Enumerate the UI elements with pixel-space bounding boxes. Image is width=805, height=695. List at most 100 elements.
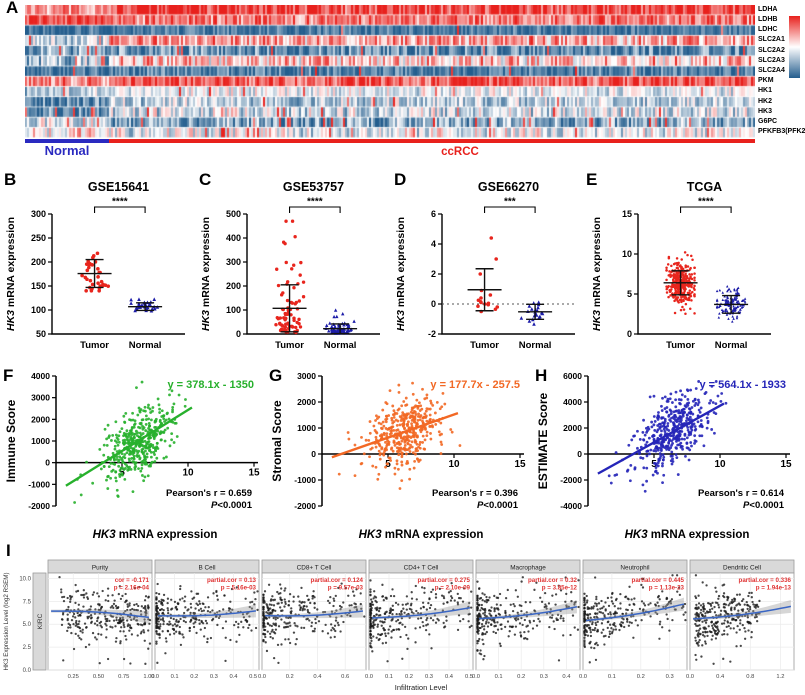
x-tick-label: 0.0 <box>472 674 480 680</box>
x-tick-label: 0.4 <box>313 674 322 680</box>
x-tick-label: 0.1 <box>495 674 503 680</box>
confidence-ribbon <box>479 600 577 621</box>
facet-cd4-t-cell: CD4+ T Cell 0.0 0.1 0.2 0.3 0.4 0.5 partial.cor… <box>365 559 474 680</box>
correlation-label: partial.cor = 0.13 <box>207 577 257 584</box>
panel-letter-g: G <box>269 366 283 385</box>
y-axis-label: HK3 mRNA expression <box>591 217 603 331</box>
facet-panel <box>368 572 474 671</box>
gene-label: G6PC <box>758 118 778 126</box>
error-bar <box>714 294 749 314</box>
group-label-normal: Normal <box>44 143 90 158</box>
points-group <box>607 380 728 493</box>
facet-title: Dendritic Cell <box>723 565 761 572</box>
correlation-label: partial.cor = 0.32 <box>528 577 578 584</box>
x-tick-label: 0.50 <box>93 674 104 680</box>
y-tick-label: 10.0 <box>19 576 31 582</box>
y-tick-label: 0 <box>236 329 241 339</box>
points-group <box>369 579 473 663</box>
y-tick-label: 5.0 <box>23 622 32 628</box>
correlation-label: partial.cor = 0.275 <box>418 577 471 584</box>
p-value-label: P<0.0001 <box>211 500 253 511</box>
x-tick-label: 0.3 <box>210 674 218 680</box>
x-tick-label: 0.2 <box>405 674 413 680</box>
plot-title: TCGA <box>687 180 722 194</box>
axes <box>637 214 771 335</box>
facet-title: CD4+ T Cell <box>404 565 439 572</box>
correlation-label: cor = -0.171 <box>115 577 150 584</box>
plot-title: GSE53757 <box>283 180 344 194</box>
correlation-label: partial.cor = 0.124 <box>311 577 364 584</box>
gridlines <box>369 573 473 671</box>
y-tick-label: 300 <box>226 257 241 267</box>
y-tick-label: 2000 <box>297 397 316 407</box>
row-strip <box>32 572 47 671</box>
y-tick-label: 50 <box>36 329 46 339</box>
p-value-label: p = 3.85e-12 <box>542 585 578 592</box>
panel-letter-b: B <box>4 170 17 189</box>
correlation-label: partial.cor = 0.336 <box>739 577 792 584</box>
confidence-ribbon <box>265 604 363 619</box>
x-category-label: Tumor <box>470 340 499 351</box>
y-tick-label: 2000 <box>31 414 50 424</box>
error-bar <box>128 302 163 312</box>
x-tick-label: 0.1 <box>608 674 616 680</box>
y-tick-label: 100 <box>226 305 241 315</box>
panel-letter-i: I <box>6 541 11 560</box>
trend-line <box>265 610 363 617</box>
x-tick-label: 0.3 <box>666 674 674 680</box>
facet-panel <box>261 572 367 671</box>
panel-letter-f: F <box>3 366 14 385</box>
x-tick-label: 0.2 <box>190 674 198 680</box>
scatter-immune-score: -2000-10000100020003000400051015Immune S… <box>4 371 260 541</box>
x-axis-label: HK3 mRNA expression <box>359 529 484 541</box>
y-tick-label: 0.0 <box>23 668 32 674</box>
y-tick-label: 5 <box>627 289 632 299</box>
trend-line <box>586 603 685 622</box>
x-tick-label: 0.0 <box>686 674 694 680</box>
dotplot-gse53757: GSE53757 HK3 mRNA expression 0 100 200 300 400… <box>200 180 380 351</box>
x-axis-label: Infiltration Level <box>395 683 448 692</box>
y-tick-label: 500 <box>226 209 241 219</box>
significance-stars: **** <box>112 197 128 208</box>
facet-panel <box>689 572 795 671</box>
p-value-label: P<0.0001 <box>477 500 519 511</box>
axes <box>246 214 380 335</box>
points-group <box>262 582 366 665</box>
regression-line <box>597 402 725 475</box>
row-strip-label: KIRC <box>37 613 44 629</box>
x-tick-label: 0.4 <box>229 674 238 680</box>
points-group <box>58 576 152 665</box>
y-tick-label: 10 <box>622 249 632 259</box>
x-tick-label: 0.0 <box>365 674 373 680</box>
x-tick-label: 10 <box>714 459 726 470</box>
heatmap-colorbar <box>789 16 800 78</box>
y-tick-label: 6000 <box>563 371 582 381</box>
x-tick-label: 0.6 <box>341 674 349 680</box>
points-group <box>73 380 187 504</box>
regression-line <box>65 406 193 487</box>
points-group <box>583 574 687 664</box>
y-tick-label: -1000 <box>28 479 50 489</box>
x-axis-label: HK3 mRNA expression <box>93 529 218 541</box>
y-tick-label: 400 <box>226 233 241 243</box>
x-tick-label: 0.8 <box>746 674 754 680</box>
x-tick-label: 0.0 <box>151 674 159 680</box>
x-tick-label: 0.2 <box>286 674 294 680</box>
y-axis-label: HK3 Expression Level (log2 RSEM) <box>3 572 10 670</box>
points-group <box>155 582 259 664</box>
y-tick-label: 200 <box>31 257 46 267</box>
y-tick-label: 150 <box>31 281 46 291</box>
trend-line <box>51 610 149 619</box>
x-tick-label: 15 <box>780 459 792 470</box>
gene-label: LDHA <box>758 5 778 13</box>
significance-stars: **** <box>307 197 323 208</box>
y-tick-label: 200 <box>226 281 241 291</box>
y-tick-label: -1000 <box>294 475 316 485</box>
scatter-stromal-score: -2000-1000010002000300051015Stromal Scor… <box>270 371 526 541</box>
facet-cd8-t-cell: CD8+ T Cell 0.0 0.2 0.4 0.6 partial.cor = 0.1… <box>258 559 367 680</box>
significance-bracket <box>94 206 146 213</box>
trend-line <box>693 605 792 620</box>
x-tick-label: 0.1 <box>385 674 393 680</box>
gene-label: SLC2A3 <box>758 56 785 64</box>
